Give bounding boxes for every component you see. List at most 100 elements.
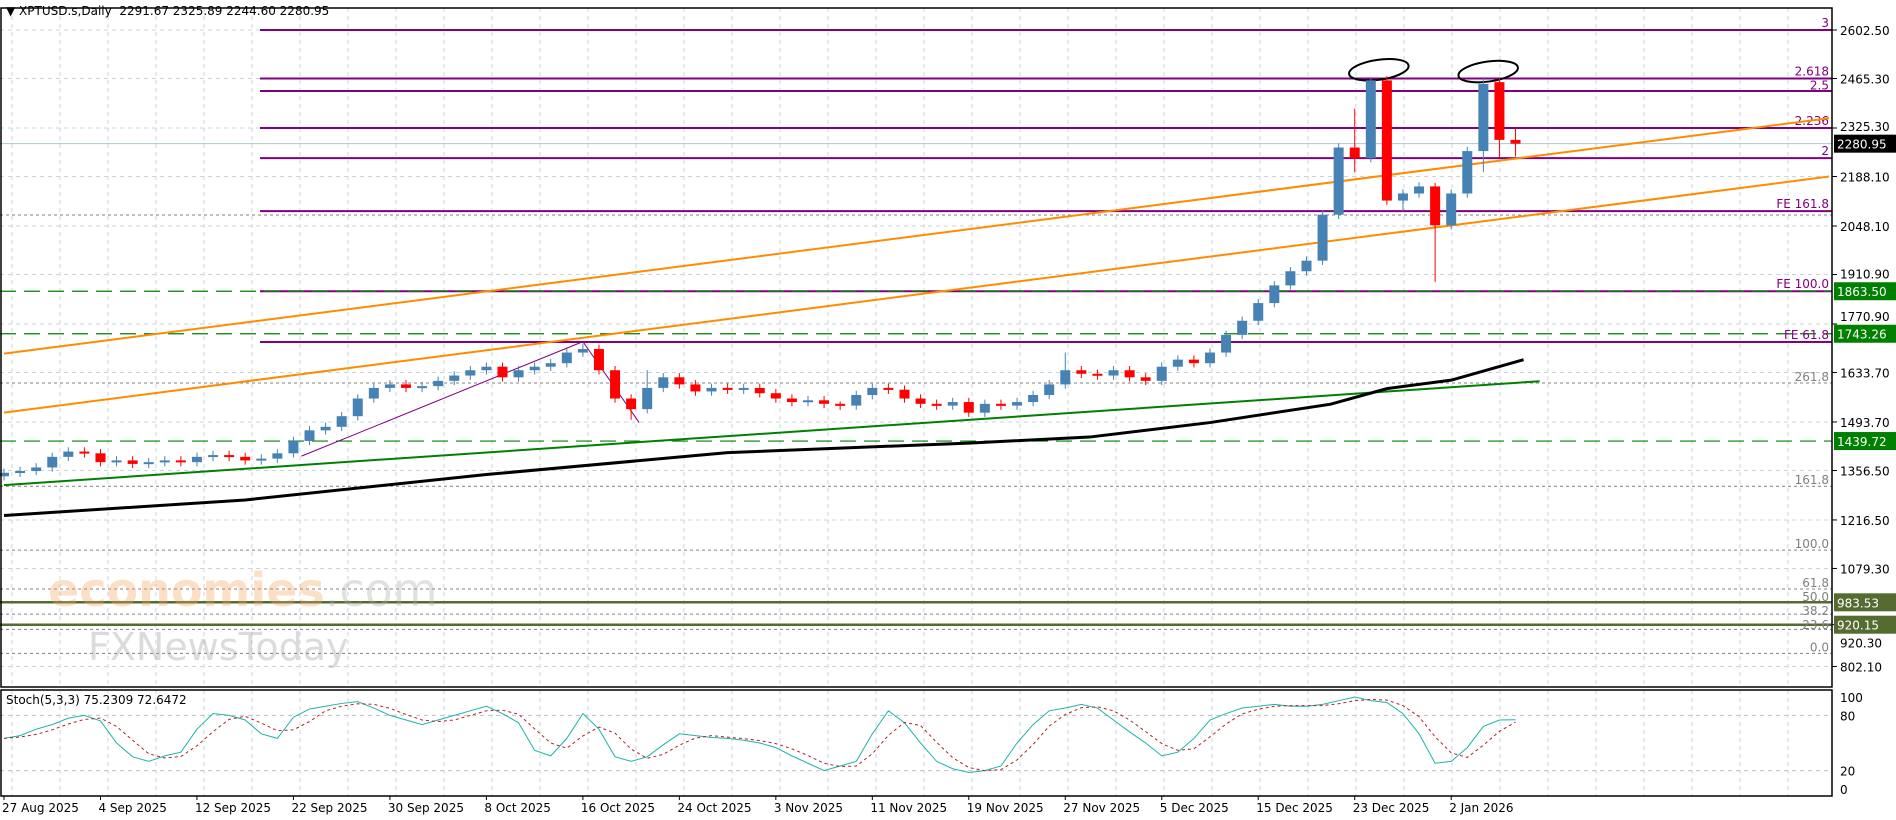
fib-expansion-label: FE 100.0 (1776, 277, 1829, 291)
candle-body (111, 460, 122, 463)
candle-body (658, 377, 669, 388)
candle-body (1012, 402, 1023, 406)
candle-body (674, 377, 685, 385)
candle-body (931, 403, 942, 406)
candle-body (1221, 334, 1232, 353)
candle-body (803, 400, 813, 403)
time-tick-label: 16 Oct 2025 (581, 801, 655, 815)
chart-header: ▼ XPTUSD.s,Daily 2291.67 2325.89 2244.60… (6, 4, 329, 18)
candle-body (1510, 139, 1521, 144)
price-tick-label: 1216.50 (1840, 514, 1890, 528)
candle-body (1462, 151, 1473, 194)
candle-body (577, 349, 588, 353)
candle-body (1349, 147, 1360, 159)
stochastic-panel (0, 696, 1832, 773)
candle-body (1446, 193, 1457, 226)
stoch-main-value: 75.2309 (83, 693, 134, 707)
candle-body (384, 384, 395, 388)
time-tick-label: 27 Aug 2025 (2, 801, 79, 815)
time-tick-label: 24 Oct 2025 (677, 801, 751, 815)
candle-body (867, 387, 878, 395)
price-tick-label: 2188.10 (1840, 170, 1890, 184)
fib-retracement-label: 161.8 (1795, 473, 1829, 487)
candle-body (1044, 384, 1055, 395)
candle-body (240, 456, 251, 461)
candle-body (835, 403, 846, 406)
candle-body (15, 470, 26, 473)
candle-body (819, 400, 830, 404)
symbol-label: XPTUSD.s,Daily (19, 4, 112, 18)
candle-body (95, 453, 106, 463)
candle-body (963, 402, 974, 413)
candle-body (642, 387, 653, 410)
price-level-badge (1834, 282, 1896, 301)
time-tick-label: 5 Dec 2025 (1160, 801, 1229, 815)
collapse-triangle-icon[interactable]: ▼ (6, 4, 20, 18)
candle-body (256, 458, 267, 461)
grid (0, 8, 1832, 796)
price-tick-label: 1356.50 (1840, 464, 1890, 478)
candle-body (208, 455, 219, 458)
candle-body (947, 402, 958, 406)
price-level-badge-text: 920.15 (1837, 619, 1879, 633)
trendline-channel-upper (3, 117, 1830, 355)
candle-body (1494, 82, 1505, 140)
candle-body (1156, 366, 1167, 381)
candle-body (497, 366, 508, 378)
stoch-tick-label: 0 (1840, 783, 1848, 797)
price-level-badge (1834, 324, 1896, 343)
time-tick-label: 8 Oct 2025 (484, 801, 551, 815)
trendline-channel-lower (3, 175, 1830, 414)
candle-body (272, 453, 283, 459)
candle-body (561, 352, 572, 364)
candle-body (995, 403, 1006, 406)
candle-body (191, 456, 202, 463)
candle-body (1381, 80, 1392, 201)
fib-retracement-label: 23.6 (1802, 618, 1829, 632)
fib-retracement-label: 261.8 (1795, 370, 1829, 384)
fib-retracement-label: 0.0 (1810, 640, 1829, 654)
candle-body (1397, 193, 1408, 201)
candle-body (449, 375, 460, 381)
stoch-signal-line (3, 698, 1516, 772)
fib-expansion-label: 3 (1821, 16, 1829, 30)
candle-body (690, 384, 701, 392)
fib-retracement-label: 100.0 (1795, 537, 1829, 551)
current-price-badge-text: 2280.95 (1837, 138, 1887, 152)
main-panel-frame (0, 7, 1833, 688)
fib-expansion-label: 2.5 (1810, 79, 1829, 93)
candle-body (786, 398, 797, 403)
fib-expansion-label: FE 161.8 (1776, 197, 1829, 211)
candle-body (1478, 83, 1489, 152)
time-tick-label: 22 Sep 2025 (291, 801, 367, 815)
price-level-badge-text: 1743.26 (1837, 328, 1887, 342)
price-level-badge-text: 1863.50 (1837, 285, 1887, 299)
candle-body (1237, 320, 1248, 335)
moving-average-line (3, 358, 1524, 518)
candle-body (417, 386, 428, 389)
candle-body (1285, 271, 1296, 286)
candle-body (159, 460, 170, 463)
candle-body (1076, 370, 1087, 374)
candle-body (224, 455, 235, 458)
stoch-tick-label: 100 (1840, 691, 1863, 705)
candle-body (0, 472, 9, 477)
candle-body (915, 398, 926, 404)
highlight-ellipse (1457, 59, 1519, 84)
candle-body (529, 366, 540, 371)
price-level-badge (1834, 593, 1896, 612)
stoch-panel-frame (0, 689, 1833, 797)
time-tick-label: 23 Dec 2025 (1353, 801, 1430, 815)
time-tick-label: 30 Sep 2025 (388, 801, 464, 815)
time-tick-label: 27 Nov 2025 (1063, 801, 1140, 815)
axes: 2602.50 2465.30 2325.30 2188.10 2048.10 1910.… (0, 7, 1896, 815)
price-tick-label: 1079.30 (1840, 562, 1890, 576)
trendlines (3, 58, 1830, 518)
candle-body (883, 387, 894, 390)
candle-body (979, 403, 990, 413)
ohlc-values: 2291.67 2325.89 2244.60 2280.95 (119, 4, 330, 18)
candle-body (336, 416, 347, 427)
candle-body (401, 384, 411, 388)
